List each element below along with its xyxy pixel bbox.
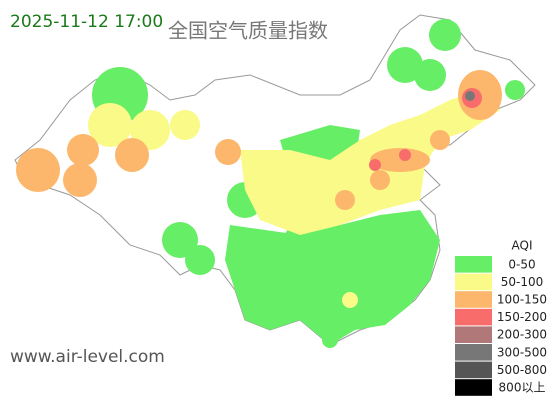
unhealthy-sensitive-areas (16, 70, 502, 210)
legend-label-bg (492, 379, 555, 396)
legend-swatch (455, 308, 492, 326)
legend-swatch (455, 291, 492, 308)
legend-label: 50-100 (501, 275, 544, 289)
map-shapes (14, 14, 536, 348)
legend-swatch (455, 361, 492, 379)
legend-label-bg (492, 361, 555, 379)
legend-label: 150-200 (497, 310, 547, 324)
legend-label-bg (492, 308, 555, 326)
legend-label: 200-300 (497, 328, 547, 342)
legend-label: 800以上 (499, 381, 546, 395)
watermark: www.air-level.com (10, 347, 165, 367)
legend-label-bg (492, 256, 555, 273)
hazardous-area (465, 91, 475, 101)
legend-label: 100-150 (497, 293, 547, 307)
legend: 0-50 50-100 100-150 150-200 200-300 300-500 50… (455, 256, 555, 396)
legend-label-bg (492, 291, 555, 308)
legend-swatch (455, 326, 492, 343)
legend-title: AQI (512, 239, 533, 253)
map-title: 全国空气质量指数 (168, 19, 328, 43)
legend-swatch (455, 273, 492, 291)
legend-swatch (455, 379, 492, 396)
legend-label: 0-50 (508, 257, 535, 271)
legend-label-bg (492, 273, 555, 291)
legend-swatch (455, 256, 492, 273)
timestamp: 2025-11-12 17:00 (10, 12, 163, 32)
legend-label-bg (492, 326, 555, 343)
legend-label-bg (492, 344, 555, 361)
legend-label: 300-500 (497, 345, 547, 359)
legend-label: 500-800 (497, 363, 547, 377)
legend-swatch (455, 344, 492, 361)
